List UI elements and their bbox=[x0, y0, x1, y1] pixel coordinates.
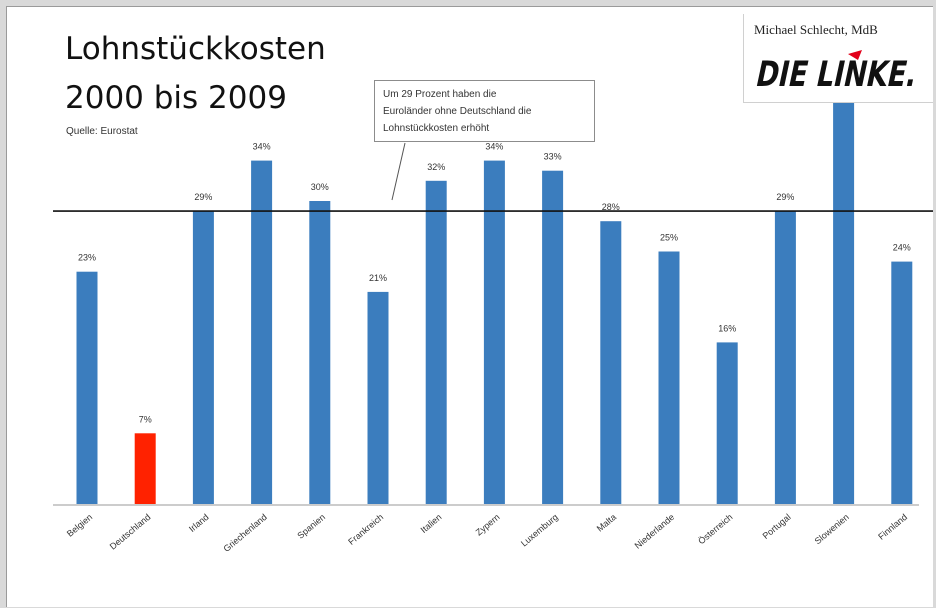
value-label-niederlande: 25% bbox=[660, 233, 678, 243]
category-label-niederlande: Niederlande bbox=[633, 512, 677, 551]
annotation-callout: Um 29 Prozent haben die Euroländer ohne … bbox=[374, 80, 595, 142]
source-note: Quelle: Eurostat bbox=[66, 126, 138, 137]
value-label-zypern: 34% bbox=[485, 142, 503, 152]
callout-line-1: Um 29 Prozent haben die bbox=[383, 89, 497, 100]
category-label-zypern: Zypern bbox=[474, 512, 502, 538]
value-label-deutschland: 7% bbox=[139, 414, 152, 424]
bar-spanien bbox=[309, 201, 331, 504]
chart-title-line-2: 2000 bis 2009 bbox=[65, 80, 287, 116]
die-linke-logo: DIE LINKE. bbox=[752, 50, 921, 94]
bar-frankreich bbox=[367, 291, 389, 504]
value-label-irland: 29% bbox=[194, 192, 212, 202]
category-label-belgien: Belgien bbox=[65, 512, 94, 539]
bar-zypern bbox=[483, 160, 505, 504]
callout-line-2: Euroländer ohne Deutschland die bbox=[383, 106, 532, 117]
bar-portugal bbox=[774, 211, 796, 504]
category-label-malta: Malta bbox=[595, 512, 618, 534]
value-label-griechenland: 34% bbox=[253, 142, 271, 152]
bar-luxemburg bbox=[542, 170, 564, 504]
bar-deutschland bbox=[134, 433, 156, 504]
bar-niederlande bbox=[658, 251, 680, 504]
value-label-finnland: 24% bbox=[893, 243, 911, 253]
value-label-portugal: 29% bbox=[776, 192, 794, 202]
category-label-griechenland: Griechenland bbox=[221, 512, 268, 554]
category-label-osterreich: Österreich bbox=[696, 512, 734, 546]
slide: Lohnstückkosten 2000 bis 2009 Quelle: Eu… bbox=[6, 6, 933, 607]
value-label-frankreich: 21% bbox=[369, 273, 387, 283]
callout-line-3: Lohnstückkosten erhöht bbox=[383, 123, 490, 134]
category-label-spanien: Spanien bbox=[295, 512, 327, 541]
category-label-portugal: Portugal bbox=[761, 512, 793, 541]
bar-griechenland bbox=[251, 160, 273, 504]
bar-italien bbox=[425, 180, 447, 505]
value-label-spanien: 30% bbox=[311, 182, 329, 192]
category-label-luxemburg: Luxemburg bbox=[519, 512, 560, 549]
bar-chart: 23% Belgien 7% Deutschland 29% Irland 34% Griec… bbox=[53, 100, 933, 554]
value-label-osterreich: 16% bbox=[718, 323, 736, 333]
logo-box: Michael Schlecht, MdB DIE LINKE. bbox=[743, 14, 933, 103]
value-label-luxemburg: 33% bbox=[544, 152, 562, 162]
category-label-deutschland: Deutschland bbox=[108, 512, 153, 552]
category-label-slowenien: Slowenien bbox=[813, 512, 851, 546]
value-label-belgien: 23% bbox=[78, 253, 96, 263]
category-label-frankreich: Frankreich bbox=[346, 512, 385, 547]
chart-title-line-1: Lohnstückkosten bbox=[65, 31, 326, 67]
svg-text:DIE LINKE.: DIE LINKE. bbox=[752, 54, 921, 94]
logo-author: Michael Schlecht, MdB bbox=[754, 22, 878, 37]
bar-malta bbox=[600, 221, 622, 504]
bar-slowenien bbox=[833, 100, 855, 504]
bar-osterreich bbox=[716, 342, 738, 504]
value-label-italien: 32% bbox=[427, 162, 445, 172]
value-label-malta: 28% bbox=[602, 202, 620, 212]
category-label-finnland: Finnland bbox=[876, 512, 909, 542]
callout-pointer bbox=[391, 142, 406, 201]
category-label-italien: Italien bbox=[419, 512, 444, 535]
bar-finnland bbox=[891, 261, 913, 504]
bar-irland bbox=[192, 211, 214, 504]
bar-belgien bbox=[76, 271, 98, 504]
category-label-irland: Irland bbox=[187, 512, 211, 534]
